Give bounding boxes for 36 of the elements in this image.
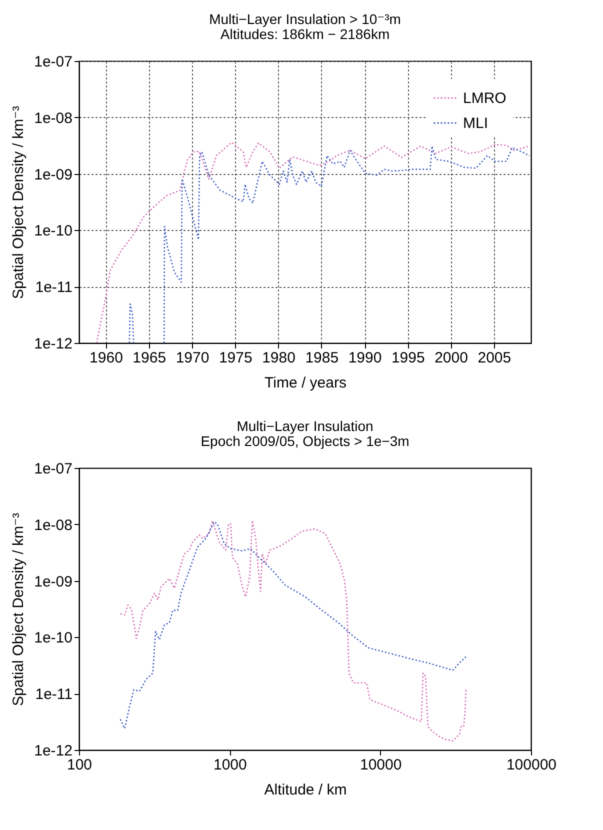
- y-tick-label: 1e-07: [34, 460, 72, 478]
- chart-title: Multi−Layer Insulation: [236, 418, 374, 434]
- y-tick-label: 1e-11: [35, 279, 72, 296]
- y-tick-label: 1e-12: [34, 336, 72, 352]
- y-axis-title: Spatial Object Density / km⁻³: [10, 513, 28, 706]
- y-tick-label: 1e-07: [34, 54, 72, 70]
- y-tick-label: 1e-09: [34, 166, 72, 184]
- x-tick-label: 100: [66, 756, 92, 774]
- chart-subtitle: Epoch 2009/05, Objects > 1e−3m: [200, 433, 410, 449]
- y-tick-label: 1e-10: [34, 630, 72, 647]
- x-tick-label: 2000: [434, 350, 468, 366]
- y-tick-label: 1e-10: [34, 222, 72, 240]
- y-tick-label: 1e-11: [35, 686, 72, 704]
- x-tick-label: 1995: [391, 350, 425, 366]
- y-axis-title: Spatial Object Density / km⁻³: [10, 106, 28, 299]
- legend-label: LMRO: [463, 90, 506, 107]
- x-tick-label: 100000: [506, 756, 557, 774]
- y-tick-label: 1e-08: [34, 516, 72, 534]
- x-tick-label: 1985: [305, 350, 339, 366]
- y-tick-label: 1e-08: [34, 110, 72, 127]
- x-tick-label: 10000: [360, 756, 402, 774]
- chart-subtitle: Altitudes: 186km − 2186km: [220, 26, 390, 42]
- x-axis-title: Time / years: [264, 374, 346, 392]
- x-axis-title: Altitude / km: [264, 782, 347, 798]
- x-tick-label: 1970: [176, 350, 210, 366]
- x-tick-label: 1990: [348, 350, 382, 366]
- legend-label: MLI: [463, 115, 488, 132]
- x-tick-label: 1000: [213, 756, 247, 774]
- y-tick-label: 1e-09: [34, 573, 72, 590]
- x-tick-label: 1975: [218, 350, 252, 366]
- x-tick-label: 1980: [262, 350, 296, 366]
- x-tick-label: 1965: [132, 350, 166, 366]
- chart-title: Multi−Layer Insulation > 10⁻³m: [209, 11, 401, 27]
- x-tick-label: 1960: [90, 350, 123, 366]
- y-tick-label: 1e-12: [34, 742, 72, 760]
- x-tick-label: 2005: [478, 350, 512, 366]
